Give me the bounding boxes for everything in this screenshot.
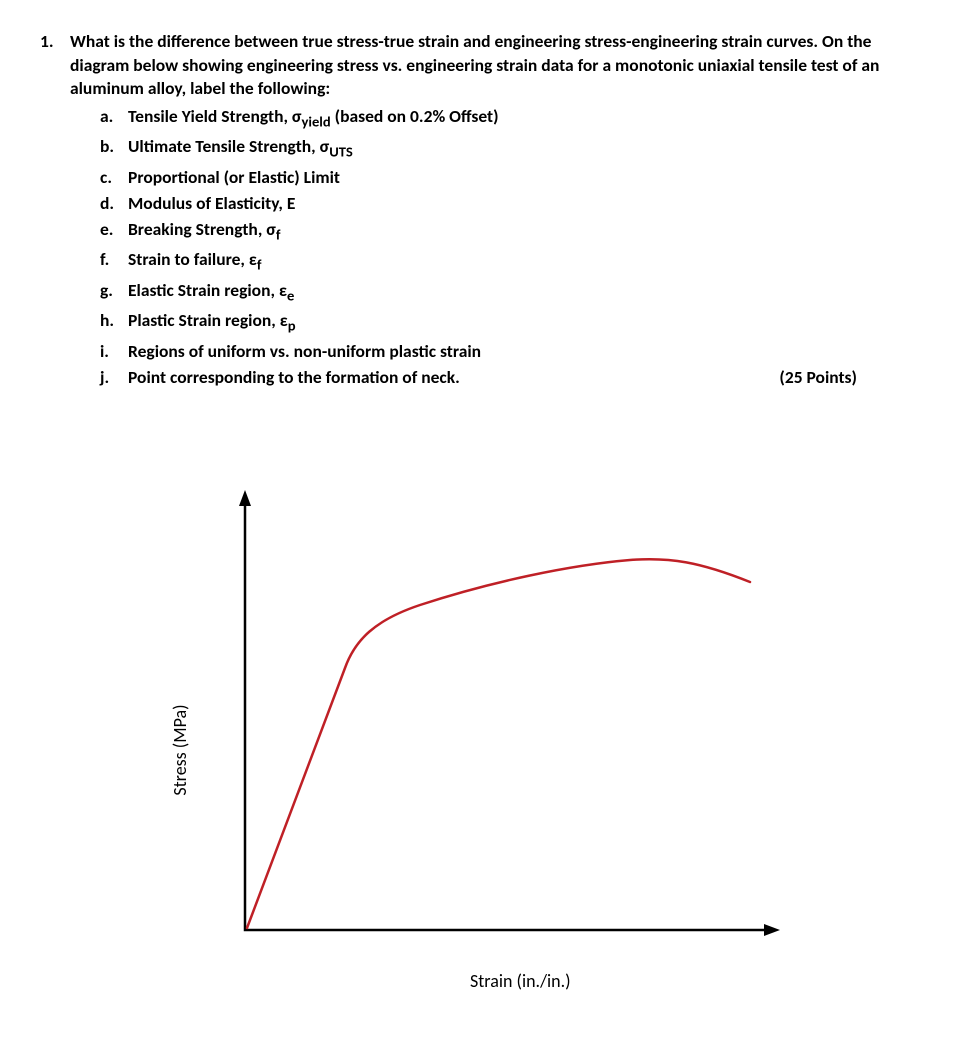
sub-item-letter: e. <box>100 216 128 246</box>
sub-item-text: Plastic Strain region, εp <box>128 307 917 337</box>
y-axis-label: Stress (MPa) <box>169 704 191 795</box>
sub-item-letter: h. <box>100 307 128 337</box>
sub-item-text: Strain to failure, εf <box>128 246 917 276</box>
sub-item-letter: c. <box>100 164 128 190</box>
sub-item: b.Ultimate Tensile Strength, σUTS <box>100 133 917 163</box>
sub-item: h.Plastic Strain region, εp <box>100 307 917 337</box>
sub-item-letter: g. <box>100 277 128 307</box>
x-axis-label: Strain (in./in.) <box>470 970 571 992</box>
sub-item-text: Modulus of Elasticity, E <box>128 190 917 216</box>
sub-item-letter: j. <box>100 364 128 390</box>
sub-item: i.Regions of uniform vs. non-uniform pla… <box>100 338 917 364</box>
sub-item-text: Regions of uniform vs. non-uniform plast… <box>128 338 917 364</box>
sub-item-text: Point corresponding to the formation of … <box>128 364 779 390</box>
sub-item-letter: d. <box>100 190 128 216</box>
question-intro: What is the difference between true stre… <box>70 30 917 101</box>
points-label: (25 Points) <box>779 364 917 390</box>
sub-item: a.Tensile Yield Strength, σyield (based … <box>100 103 917 133</box>
sub-item-text: Breaking Strength, σf <box>128 216 917 246</box>
axes-line <box>245 495 770 930</box>
sub-item-letter: a. <box>100 103 128 133</box>
question-number: 1. <box>40 30 70 390</box>
sub-item-text: Elastic Strain region, εe <box>128 277 917 307</box>
sub-item: e.Breaking Strength, σf <box>100 216 917 246</box>
sub-item-text: Ultimate Tensile Strength, σUTS <box>128 133 917 163</box>
x-axis-arrow-icon <box>764 924 780 936</box>
stress-strain-curve <box>247 559 750 928</box>
sub-item: d.Modulus of Elasticity, E <box>100 190 917 216</box>
sub-item-text: Proportional (or Elastic) Limit <box>128 164 917 190</box>
sub-item-letter: b. <box>100 133 128 163</box>
sub-item: g.Elastic Strain region, εe <box>100 277 917 307</box>
sub-item-text: Tensile Yield Strength, σyield (based on… <box>128 103 917 133</box>
sub-item: f.Strain to failure, εf <box>100 246 917 276</box>
y-axis-arrow-icon <box>239 490 251 506</box>
stress-strain-chart: Stress (MPa) Strain (in./in.) <box>190 490 810 1010</box>
sub-item-letter: f. <box>100 246 128 276</box>
sub-item-list: a.Tensile Yield Strength, σyield (based … <box>100 103 917 390</box>
sub-item: j.Point corresponding to the formation o… <box>100 364 917 390</box>
chart-svg <box>190 490 810 960</box>
sub-item-letter: i. <box>100 338 128 364</box>
sub-item: c.Proportional (or Elastic) Limit <box>100 164 917 190</box>
